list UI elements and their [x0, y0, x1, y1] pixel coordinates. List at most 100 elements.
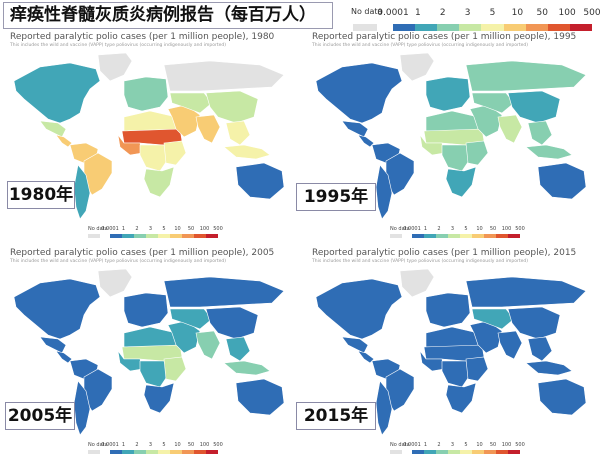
- legend-tick-label: 5: [489, 8, 496, 18]
- legend-tick-label: 50: [187, 442, 195, 448]
- legend-swatch: [110, 450, 122, 454]
- region-russia: [163, 276, 285, 308]
- region-china: [205, 306, 259, 340]
- panel-title: Reported paralytic polio cases (per 1 mi…: [312, 32, 577, 42]
- legend-swatch: [393, 24, 416, 31]
- legend-swatch: [122, 450, 134, 454]
- region-india: [195, 114, 221, 144]
- legend-tick-label: 5: [464, 226, 468, 232]
- legend-tick-label: 1: [423, 442, 428, 448]
- no-data-swatch: [353, 24, 377, 31]
- legend-tick-label: 5: [162, 226, 166, 232]
- legend-swatch: [436, 450, 448, 454]
- panel-subtitle: This includes the wild and vaccine (VAPP…: [312, 259, 528, 264]
- region-indonesia: [525, 144, 573, 160]
- region-china: [507, 90, 561, 124]
- panel-legend: No data 0.0001 1 2 3 5 10 50 100 500: [88, 225, 223, 239]
- legend-ticks: 0.0001 1 2 3 5 10 50 100 500: [377, 8, 600, 20]
- legend-swatch: [158, 234, 170, 238]
- legend-tick-label: 5: [464, 442, 468, 448]
- legend-swatch: [182, 450, 194, 454]
- legend-swatch: [496, 450, 508, 454]
- region-southeast-asia: [527, 336, 553, 362]
- panel-title: Reported paralytic polio cases (per 1 mi…: [312, 248, 577, 258]
- legend-tick-label: 1: [415, 8, 421, 18]
- legend-tick-label: 1: [121, 442, 126, 448]
- legend-tick-label: 2: [135, 442, 139, 448]
- map-panel-2005: Reported paralytic polio cases (per 1 mi…: [0, 248, 298, 458]
- region-southern-africa: [143, 382, 175, 414]
- legend-tick-label: 10: [511, 8, 524, 18]
- legend-ticks: 0.0001 1 2 3 5 10 50 100 500: [101, 442, 223, 449]
- legend-tick-label: 5: [162, 442, 166, 448]
- legend-swatch: [182, 234, 194, 238]
- region-southeast-asia: [225, 120, 251, 146]
- region-europe: [123, 76, 169, 112]
- legend-tick-label: 500: [583, 8, 600, 18]
- legend-swatch: [170, 234, 182, 238]
- legend-swatch: [194, 450, 206, 454]
- legend-swatch: [472, 450, 484, 454]
- legend-swatch: [472, 234, 484, 238]
- region-russia: [465, 60, 587, 92]
- year-label: 2005年: [5, 402, 75, 430]
- legend-tick-label: 0.0001: [403, 226, 421, 232]
- legend-swatch: [484, 450, 496, 454]
- region-greenland: [399, 268, 435, 298]
- region-north-america: [315, 278, 403, 340]
- legend-tick-label: 500: [515, 442, 525, 448]
- legend-tick-label: 100: [199, 226, 210, 232]
- region-north-america: [13, 62, 101, 124]
- legend-tick-label: 1: [423, 226, 428, 232]
- no-data-swatch: [88, 450, 100, 454]
- region-europe: [425, 76, 471, 112]
- legend-swatch: [437, 24, 460, 31]
- region-india: [497, 330, 523, 360]
- legend-tick-label: 500: [515, 226, 525, 232]
- page-title: 痒痪性脊髓灰质炎病例报告（每百万人）: [3, 2, 333, 29]
- panel-legend: No data 0.0001 1 2 3 5 10 50 100 500: [88, 441, 223, 455]
- world-map: [302, 263, 600, 443]
- legend-tick-label: 50: [489, 442, 497, 448]
- panel-title: Reported paralytic polio cases (per 1 mi…: [10, 32, 275, 42]
- legend-color-bar: [110, 450, 218, 454]
- panel-title: Reported paralytic polio cases (per 1 mi…: [10, 248, 275, 258]
- legend-swatch: [134, 450, 146, 454]
- region-southern-africa: [445, 382, 477, 414]
- legend-tick-label: 50: [187, 226, 195, 232]
- legend-tick-label: 3: [148, 226, 153, 232]
- legend-tick-label: 100: [501, 226, 512, 232]
- region-india: [195, 330, 221, 360]
- region-east-africa: [465, 356, 489, 382]
- legend-swatch: [525, 24, 548, 31]
- legend-swatch: [459, 24, 482, 31]
- legend-swatch: [496, 234, 508, 238]
- region-east-africa: [163, 140, 187, 166]
- legend-tick-label: 2: [135, 226, 139, 232]
- region-southeast-asia: [225, 336, 251, 362]
- region-southern-africa: [143, 166, 175, 198]
- legend-tick-label: 3: [450, 442, 455, 448]
- legend-swatch: [547, 24, 570, 31]
- legend-tick-label: 0.0001: [101, 226, 119, 232]
- region-north-america: [315, 62, 403, 124]
- region-europe: [425, 292, 471, 328]
- legend-swatch: [415, 24, 438, 31]
- world-map: [0, 47, 298, 227]
- legend-tick-label: 2: [437, 442, 441, 448]
- no-data-label: No data: [390, 226, 410, 232]
- legend-ticks: 0.0001 1 2 3 5 10 50 100 500: [403, 442, 525, 449]
- legend-swatch: [481, 24, 504, 31]
- legend-swatch: [424, 234, 436, 238]
- legend-tick-label: 100: [199, 442, 210, 448]
- region-russia: [465, 276, 587, 308]
- legend-swatch: [503, 24, 526, 31]
- legend-swatch: [194, 234, 206, 238]
- legend-tick-label: 0.0001: [403, 442, 421, 448]
- map-panel-1995: Reported paralytic polio cases (per 1 mi…: [296, 32, 600, 242]
- map-panel-2015: Reported paralytic polio cases (per 1 mi…: [296, 248, 600, 458]
- region-east-africa: [163, 356, 187, 382]
- year-label: 2015年: [296, 402, 376, 430]
- region-southeast-asia: [527, 120, 553, 146]
- legend-color-bar: [412, 450, 520, 454]
